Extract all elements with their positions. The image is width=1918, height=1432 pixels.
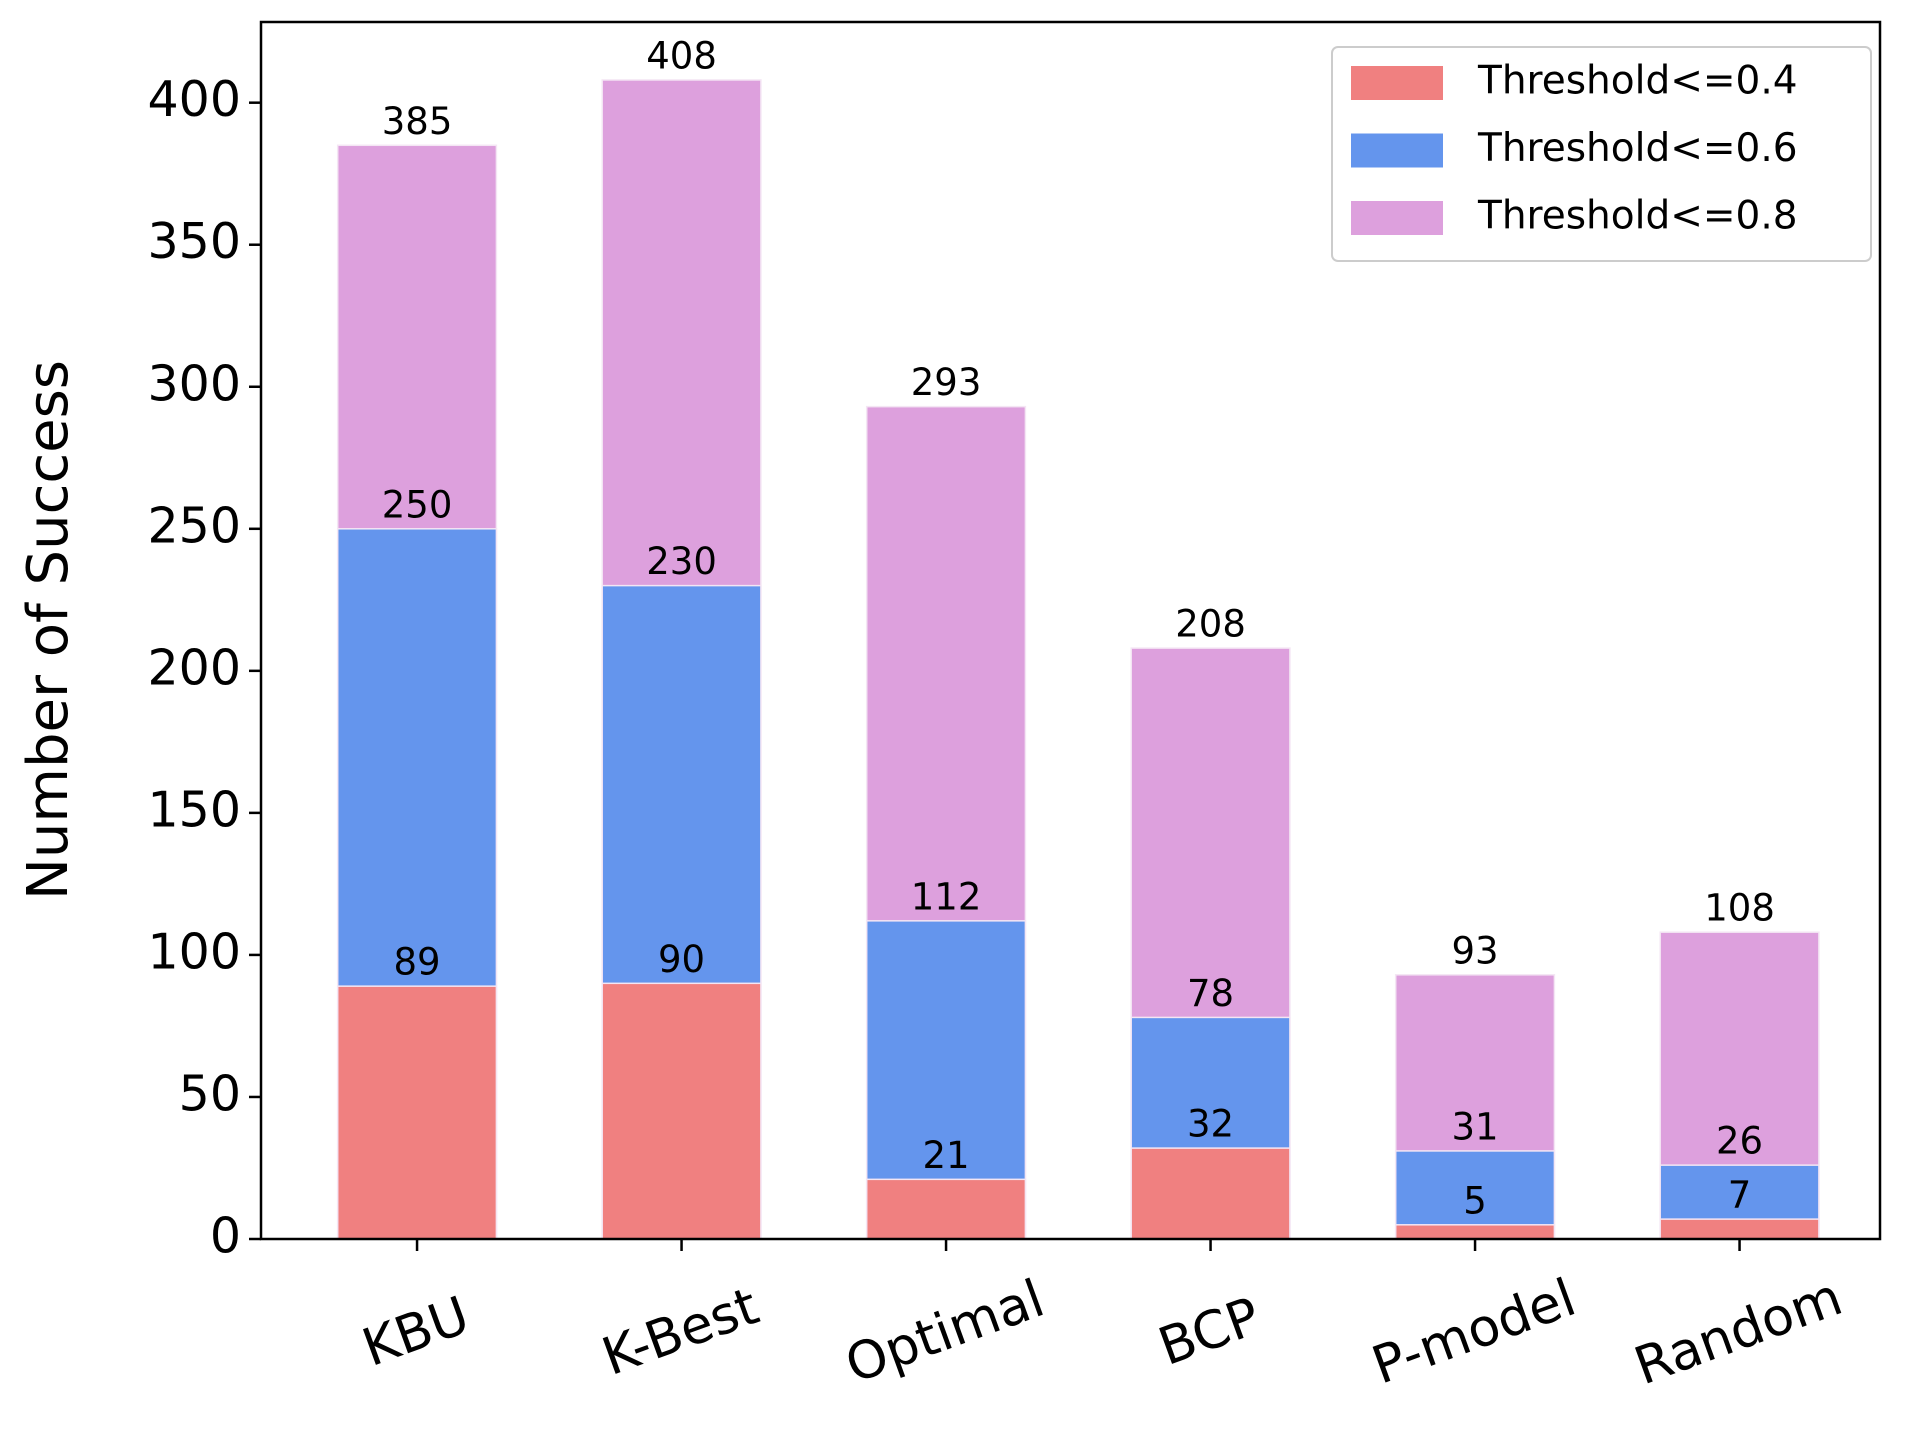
x-tick-label: Optimal <box>838 1269 1052 1396</box>
value-label: 208 <box>1175 603 1246 646</box>
y-tick-label: 200 <box>147 639 241 696</box>
value-label: 408 <box>646 34 717 77</box>
value-label: 90 <box>658 938 705 981</box>
value-label: 5 <box>1463 1179 1487 1222</box>
value-label: 89 <box>394 941 441 984</box>
bar <box>865 1178 1027 1240</box>
x-tick-label: Random <box>1627 1267 1850 1397</box>
value-label: 7 <box>1728 1174 1752 1217</box>
value-label: 93 <box>1452 929 1499 972</box>
legend-label: Threshold<=0.8 <box>1477 194 1798 239</box>
value-label: 112 <box>911 875 982 918</box>
x-tick-label: BCP <box>1151 1286 1268 1377</box>
bar <box>1394 1224 1556 1240</box>
legend-swatch <box>1351 133 1443 168</box>
legend-box <box>1331 46 1872 262</box>
y-tick-label: 100 <box>147 923 241 980</box>
value-label: 31 <box>1452 1105 1499 1148</box>
value-label: 293 <box>911 361 982 404</box>
y-tick-label: 50 <box>179 1065 241 1122</box>
bar <box>601 982 762 1240</box>
value-label: 78 <box>1187 972 1234 1015</box>
y-tick-label: 0 <box>210 1208 241 1265</box>
legend-swatch <box>1351 66 1443 100</box>
legend-swatch <box>1351 201 1443 235</box>
value-label: 26 <box>1716 1120 1763 1163</box>
value-label: 385 <box>382 100 453 143</box>
value-label: 21 <box>923 1134 970 1177</box>
legend-label: Threshold<=0.6 <box>1477 126 1798 171</box>
value-label: 32 <box>1187 1103 1234 1146</box>
y-tick-label: 300 <box>147 355 241 412</box>
y-tick-label: 150 <box>147 781 241 838</box>
x-tick-label: KBU <box>355 1286 477 1379</box>
bar <box>1130 1147 1291 1240</box>
legend-label: Threshold<=0.4 <box>1477 59 1798 104</box>
value-label: 230 <box>646 540 717 583</box>
value-label: 250 <box>382 483 453 526</box>
bar <box>1659 1218 1820 1240</box>
bar <box>336 985 498 1240</box>
y-tick-label: 250 <box>147 497 241 554</box>
value-label: 108 <box>1704 887 1775 930</box>
y-tick-label: 350 <box>147 213 241 270</box>
x-tick-label: P-model <box>1365 1268 1584 1397</box>
x-tick-label: K-Best <box>595 1277 767 1388</box>
plot-frame <box>259 20 1882 1241</box>
y-tick-label: 400 <box>147 71 241 128</box>
y-axis-label: Number of Success <box>16 360 81 900</box>
